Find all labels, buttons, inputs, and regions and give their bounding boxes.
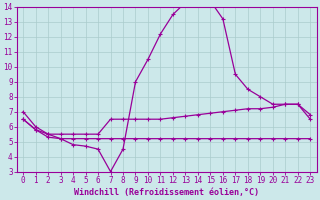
X-axis label: Windchill (Refroidissement éolien,°C): Windchill (Refroidissement éolien,°C) xyxy=(74,188,259,197)
